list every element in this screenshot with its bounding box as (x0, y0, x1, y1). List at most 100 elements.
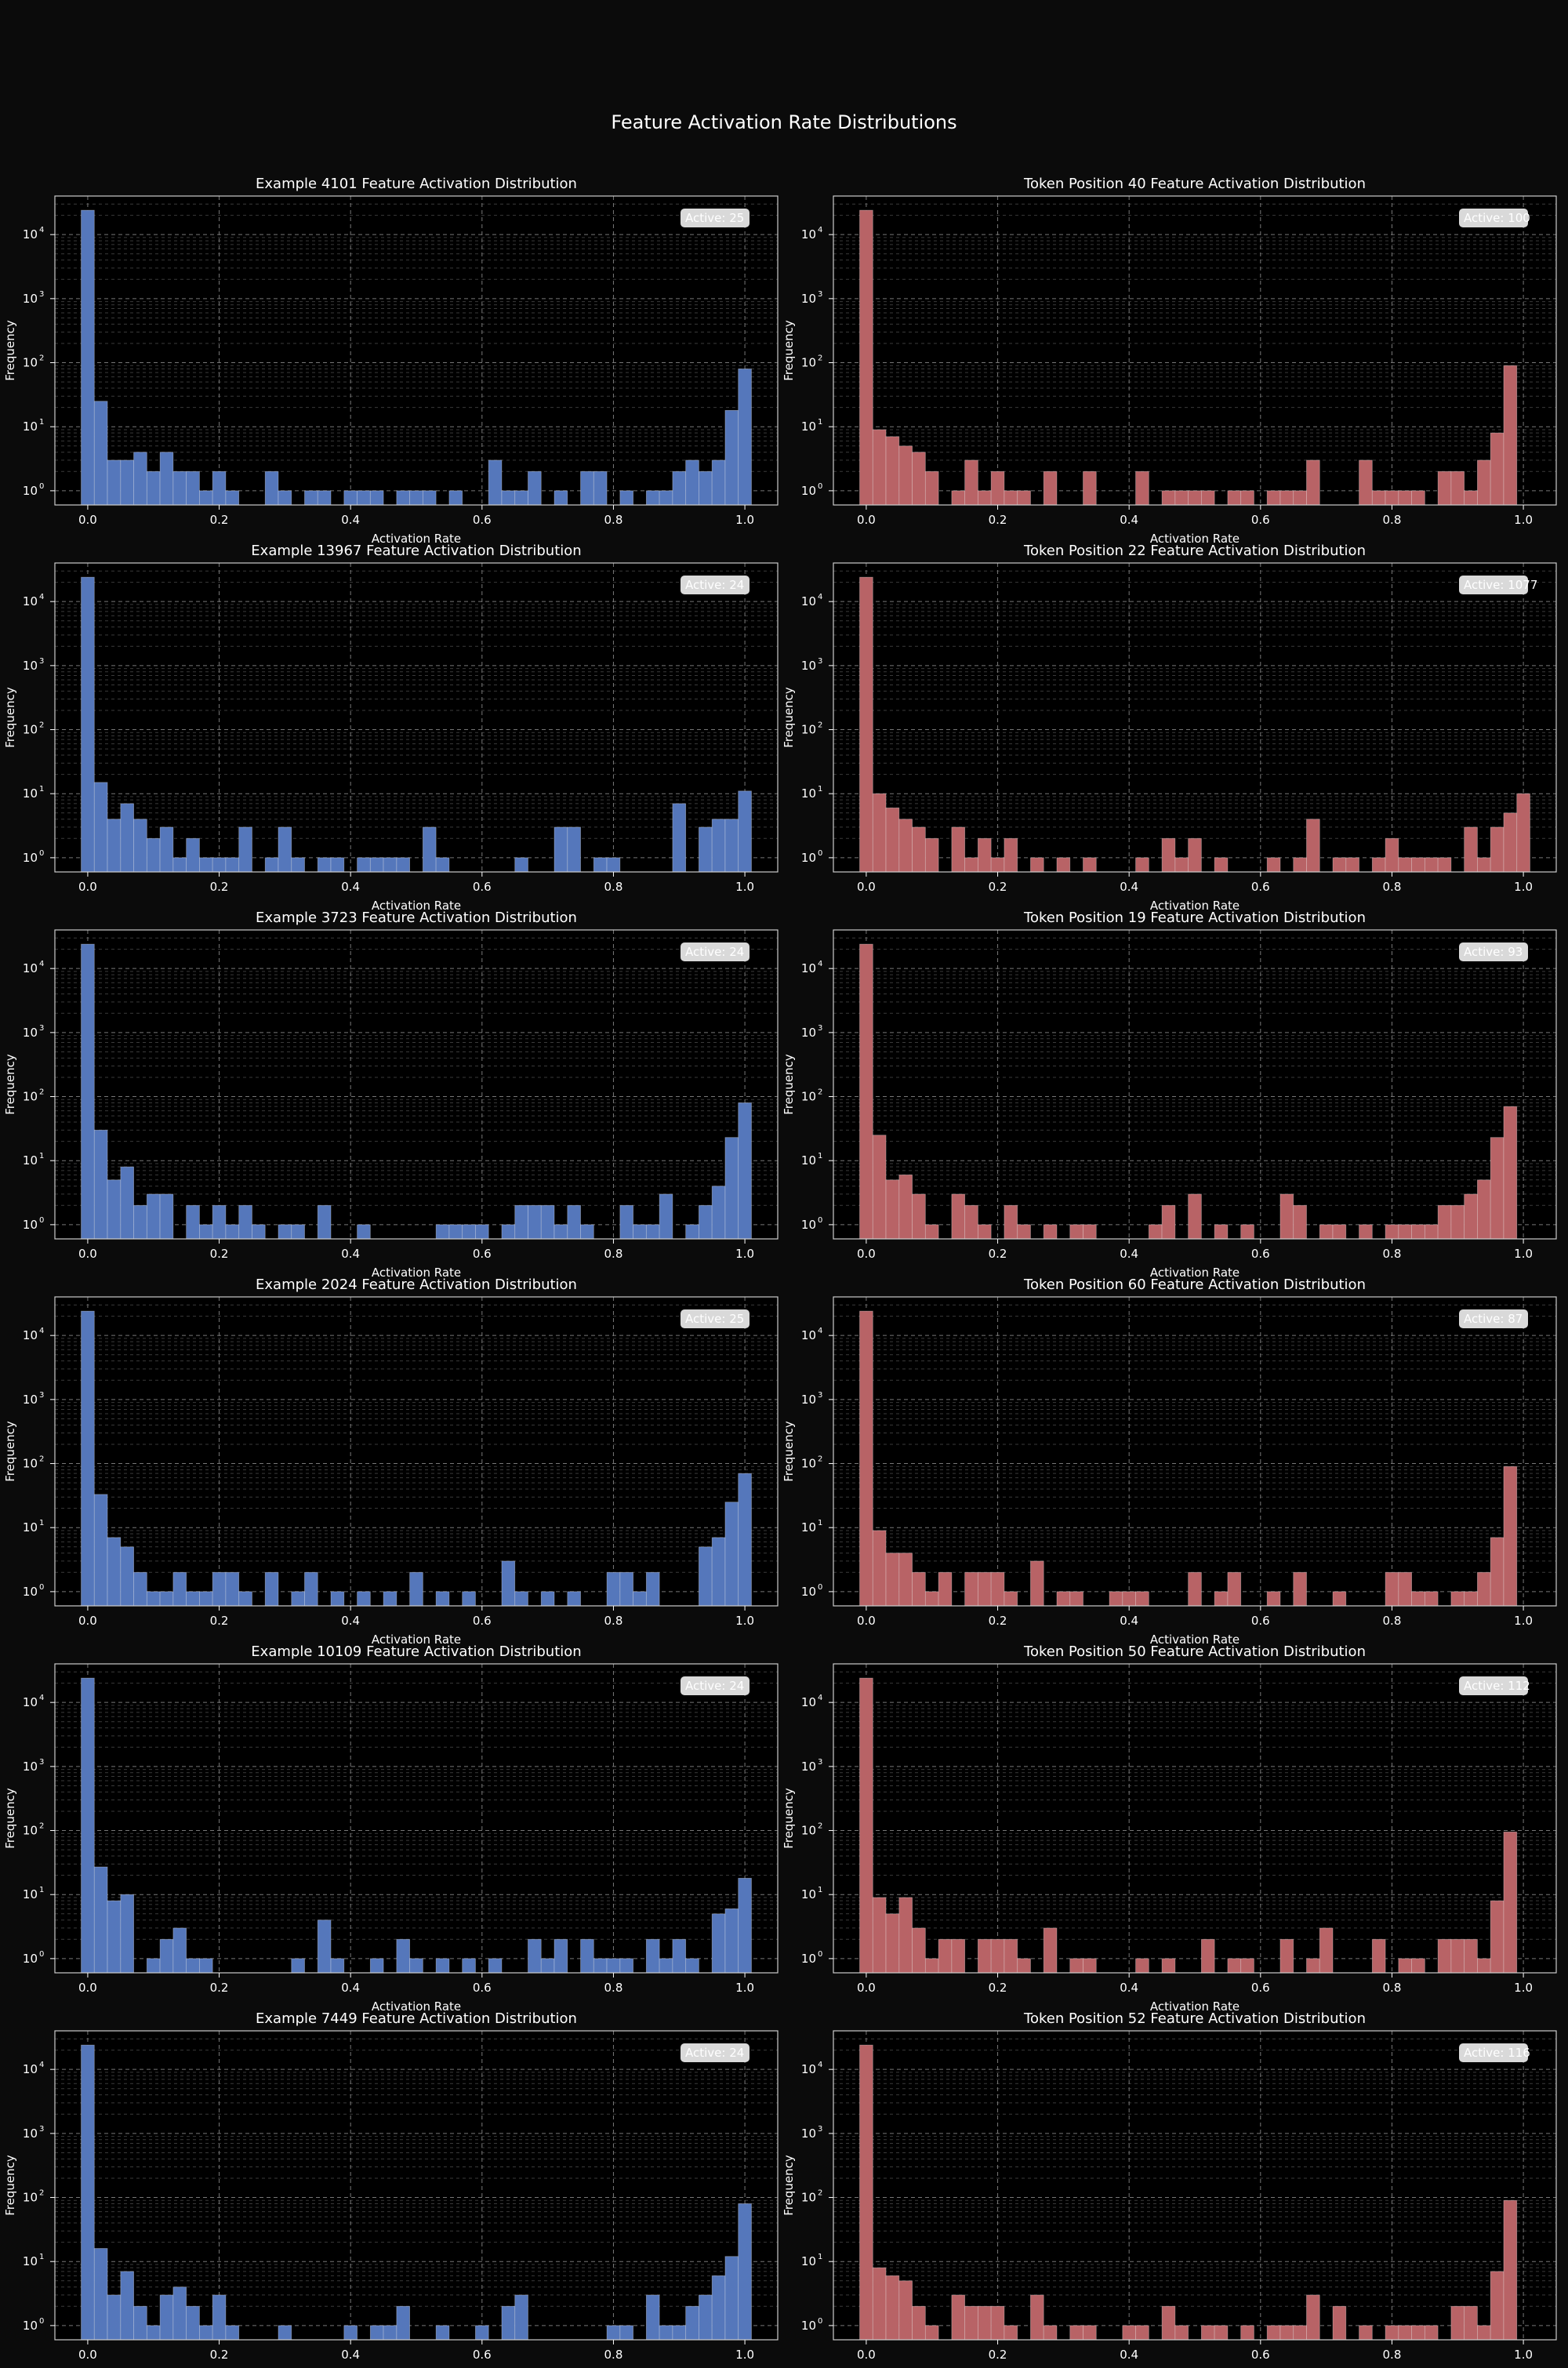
histogram-bar (1240, 490, 1254, 506)
histogram-bar (1279, 2325, 1294, 2341)
histogram-bar (462, 1224, 476, 1240)
histogram-bar (885, 2275, 900, 2341)
histogram-bar (859, 576, 873, 873)
y-tick-label: 10 (801, 2062, 816, 2076)
histogram-bar (1279, 1938, 1294, 1974)
histogram-bar (872, 1135, 887, 1240)
histogram-bar (1516, 793, 1530, 873)
y-tick-label: 10 (801, 1328, 816, 1342)
histogram-bar (186, 1204, 200, 1240)
histogram-bar (1293, 2325, 1307, 2341)
histogram-bar (1464, 490, 1478, 506)
histogram-bar (1200, 2325, 1215, 2341)
y-tick-exponent: 0 (818, 482, 822, 491)
y-tick-exponent: 2 (39, 1088, 44, 1097)
histogram-bar (93, 2248, 108, 2341)
x-tick-label: 0.8 (604, 1981, 623, 1995)
histogram-bar (1266, 2325, 1281, 2341)
x-tick-label: 0.2 (989, 1247, 1007, 1261)
panel-title: Token Position 40 Feature Activation Dis… (1023, 176, 1366, 192)
histogram-bar (81, 576, 95, 873)
histogram-bar (699, 1546, 713, 1607)
histogram-bar (172, 857, 187, 873)
histogram-bar (1227, 490, 1242, 506)
histogram-bar (1359, 2325, 1373, 2341)
histogram-bar (107, 459, 122, 506)
histogram-bar (964, 1571, 978, 1607)
histogram-bar (1109, 1591, 1123, 1607)
histogram-bar (1174, 857, 1189, 873)
active-count-badge: Active: 24 (681, 1676, 750, 1695)
histogram-bar (724, 1137, 739, 1240)
histogram-bar (1490, 432, 1504, 506)
histogram-bar (872, 2267, 887, 2341)
y-tick-label: 10 (23, 1457, 38, 1471)
histogram-bar (93, 782, 108, 873)
y-tick-label: 10 (23, 961, 38, 975)
histogram-bar (462, 1591, 476, 1607)
histogram-bar (488, 1958, 503, 1974)
x-axis-label: Activation Rate (372, 1266, 461, 1280)
x-axis-label: Activation Rate (1150, 1633, 1240, 1647)
histogram-bar (514, 1204, 528, 1240)
histogram-bar (738, 1877, 752, 1974)
histogram-bar (659, 1958, 673, 1974)
histogram-bar (317, 490, 332, 506)
y-tick-label: 10 (801, 2319, 816, 2333)
histogram-bar (977, 837, 992, 873)
histogram-bar (1279, 490, 1294, 506)
histogram-bar (422, 826, 437, 873)
histogram-bar (898, 1174, 913, 1240)
histogram-bar (1004, 2325, 1018, 2341)
y-tick-exponent: 0 (39, 482, 44, 491)
histogram-bar (1056, 1591, 1071, 1607)
histogram-bar (672, 1938, 687, 1974)
histogram-bar (212, 1571, 227, 1607)
histogram-bar (1371, 490, 1386, 506)
histogram-bar (238, 1204, 252, 1240)
histogram-bar (1437, 1204, 1452, 1240)
histogram-bar (1477, 1179, 1491, 1240)
histogram-bar (672, 2325, 687, 2341)
histogram-bar (1490, 826, 1504, 873)
histogram-bar (186, 1591, 200, 1607)
y-tick-exponent: 2 (39, 1455, 44, 1464)
badge-background (681, 2043, 750, 2062)
histogram-bar (951, 2294, 966, 2341)
y-axis-label: Frequency (3, 2155, 17, 2216)
histogram-bar (357, 1224, 371, 1240)
x-tick-label: 0.2 (989, 1981, 1007, 1995)
histogram-bar (1188, 837, 1202, 873)
axes-frame (54, 1296, 779, 1607)
histogram-bar (938, 1571, 953, 1607)
y-tick-label: 10 (801, 1153, 816, 1168)
badge-text: Active: 24 (685, 2046, 744, 2060)
x-axis-label: Activation Rate (372, 532, 461, 546)
histogram-bar (990, 470, 1005, 506)
histogram-bar (990, 857, 1005, 873)
x-tick-label: 1.0 (1514, 1981, 1533, 1995)
histogram-bar (514, 1591, 528, 1607)
histogram-bar (885, 1553, 900, 1607)
badge-background (681, 1309, 750, 1328)
histogram-bar (898, 1897, 913, 1974)
histogram-bar (554, 826, 568, 873)
histogram-bar (198, 1591, 213, 1607)
y-tick-exponent: 1 (39, 2253, 44, 2261)
panel-title: Token Position 52 Feature Activation Dis… (1023, 2010, 1366, 2027)
histogram-bar (1200, 490, 1215, 506)
histogram-bar (198, 1224, 213, 1240)
x-tick-label: 1.0 (735, 1614, 754, 1628)
histogram-bar (369, 490, 384, 506)
y-tick-exponent: 2 (39, 354, 44, 363)
y-tick-exponent: 4 (818, 226, 822, 234)
histogram-bar (580, 1224, 594, 1240)
histogram-bar (1069, 2325, 1083, 2341)
histogram-bar (1385, 1224, 1399, 1240)
y-axis-label: Frequency (782, 2155, 796, 2216)
histogram-bar (317, 1919, 332, 1974)
y-tick-label: 10 (23, 1695, 38, 1709)
x-axis-label: Activation Rate (372, 1999, 461, 2014)
histogram-bar (1240, 2325, 1254, 2341)
histogram-bar (1200, 1938, 1215, 1974)
